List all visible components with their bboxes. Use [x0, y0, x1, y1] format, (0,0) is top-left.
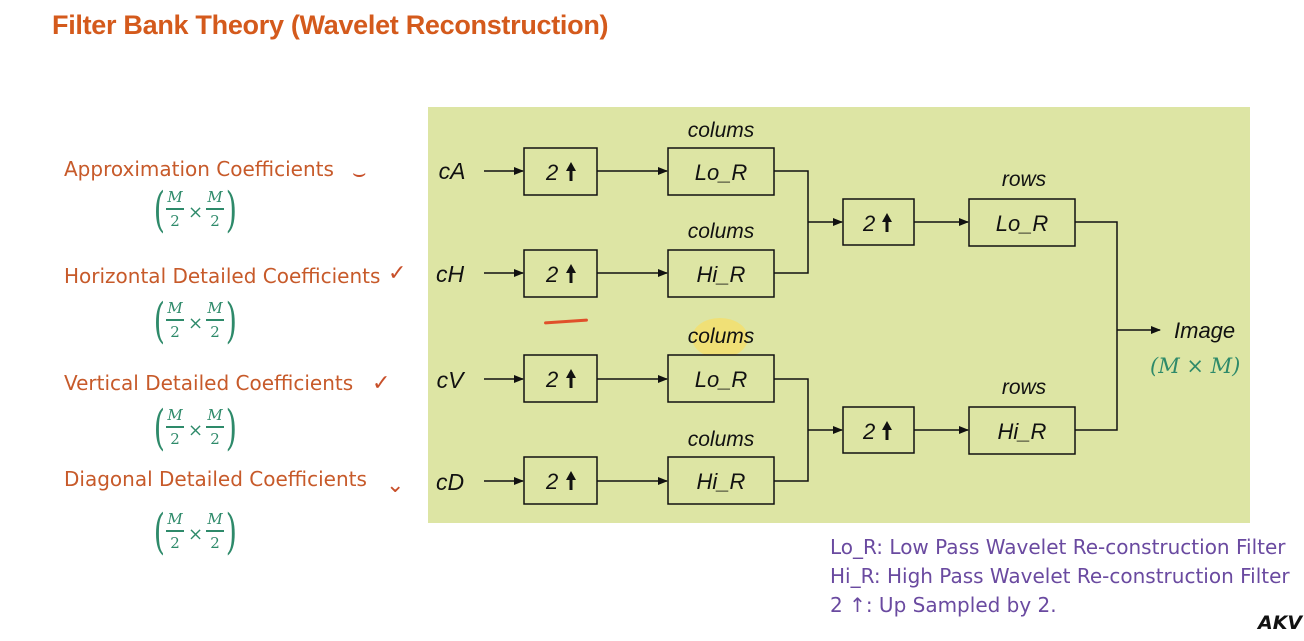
upsample-label: 2: [545, 160, 558, 185]
input-label-cV: cV: [437, 367, 467, 393]
watermark: AKV: [1258, 612, 1303, 634]
checkmark-icon: ✓: [372, 370, 391, 395]
checkmark-icon: ⌣: [352, 160, 367, 185]
stage1-heading: colums: [688, 428, 755, 451]
input-label-cA: cA: [439, 158, 466, 184]
upsample-label: 2: [545, 367, 558, 392]
output-dimension: (M × M): [1150, 354, 1241, 378]
cursor-highlight: [692, 318, 748, 358]
stage1-heading: colums: [688, 119, 755, 142]
stage2-heading: rows: [1002, 376, 1047, 399]
filter-label: Lo_R: [695, 367, 748, 392]
legend-upsample: 2 ↑: Up Sampled by 2.: [830, 593, 1057, 617]
coef-label-vertical: Vertical Detailed Coefficients: [64, 371, 354, 395]
upsample-label: 2: [545, 469, 558, 494]
coef-label-diagonal: Diagonal Detailed Coefficients: [64, 467, 367, 491]
upsample-label: 2: [862, 211, 875, 236]
upsample-label: 2: [545, 262, 558, 287]
filter-label: Hi_R: [697, 262, 746, 287]
stage1-heading: colums: [688, 325, 755, 348]
input-label-cD: cD: [436, 469, 464, 495]
filter-label: Lo_R: [695, 160, 748, 185]
stage1-heading: colums: [688, 220, 755, 243]
filter-label: Lo_R: [996, 211, 1049, 236]
up-arrow-icon: [566, 162, 892, 490]
input-label-cH: cH: [436, 261, 465, 287]
coef-label-approximation: Approximation Coefficients: [64, 157, 334, 181]
output-label: Image: [1174, 318, 1235, 343]
page-title: Filter Bank Theory (Wavelet Reconstructi…: [52, 10, 609, 40]
upsample-label: 2: [862, 419, 875, 444]
filter-label: Hi_R: [998, 419, 1047, 444]
legend-hi-r: Hi_R: High Pass Wavelet Re-construction …: [830, 564, 1290, 588]
legend-lo-r: Lo_R: Low Pass Wavelet Re-construction F…: [830, 535, 1286, 559]
stage2-heading: rows: [1002, 168, 1047, 191]
filter-label: Hi_R: [697, 469, 746, 494]
checkmark-icon: ⌄: [386, 472, 405, 497]
checkmark-icon: ✓: [388, 260, 407, 285]
coef-label-horizontal: Horizontal Detailed Coefficients: [64, 264, 381, 288]
